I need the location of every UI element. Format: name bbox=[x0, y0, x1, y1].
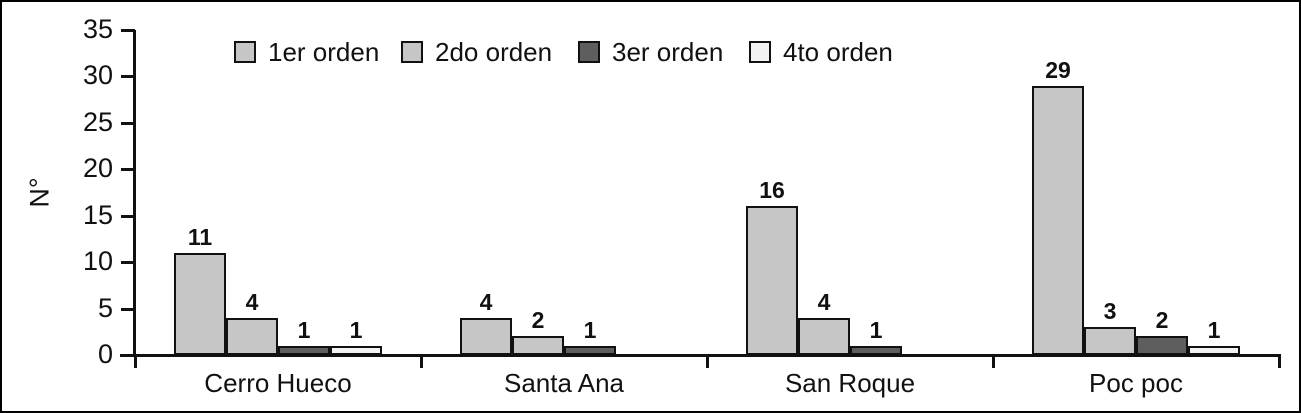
y-tick bbox=[121, 354, 135, 357]
y-tick-label: 25 bbox=[82, 106, 113, 137]
legend-item: 4to orden bbox=[749, 39, 893, 65]
legend-item: 1er orden bbox=[234, 39, 379, 65]
y-tick-label: 0 bbox=[97, 339, 113, 369]
bar-value-label: 4 bbox=[245, 288, 259, 315]
y-tick bbox=[121, 168, 135, 172]
y-tick bbox=[121, 214, 135, 218]
bar bbox=[1188, 345, 1240, 355]
y-tick-label: 30 bbox=[82, 60, 113, 91]
legend-label: 2do orden bbox=[435, 37, 553, 67]
legend-swatch bbox=[234, 41, 256, 63]
y-tick-label: 5 bbox=[97, 292, 113, 323]
bar bbox=[850, 345, 902, 355]
x-tick bbox=[1277, 357, 1281, 368]
y-tick bbox=[121, 75, 135, 79]
y-axis-title: N° bbox=[24, 177, 55, 208]
y-tick-label: 35 bbox=[82, 14, 113, 44]
bar-value-label: 2 bbox=[531, 307, 545, 334]
y-tick bbox=[121, 307, 135, 311]
bar-value-label: 3 bbox=[1103, 298, 1117, 325]
bar bbox=[746, 206, 798, 355]
y-tick-label: 10 bbox=[82, 246, 113, 277]
y-tick bbox=[121, 121, 135, 125]
legend-swatch bbox=[578, 41, 600, 63]
y-tick bbox=[121, 261, 135, 265]
bar-value-label: 11 bbox=[187, 223, 213, 250]
y-tick-label: 15 bbox=[82, 199, 113, 230]
category-label: Cerro Hueco bbox=[204, 368, 352, 398]
bar bbox=[460, 317, 512, 355]
legend-label: 3er orden bbox=[612, 37, 724, 67]
category-label: Santa Ana bbox=[504, 368, 624, 398]
bar-value-label: 16 bbox=[759, 177, 785, 204]
x-tick bbox=[133, 357, 137, 368]
legend-item: 3er orden bbox=[578, 39, 723, 65]
y-tick-label: 20 bbox=[82, 153, 113, 184]
bar-value-label: 1 bbox=[297, 316, 311, 343]
bar bbox=[512, 336, 564, 355]
bar-value-label: 29 bbox=[1045, 56, 1071, 83]
legend-swatch bbox=[749, 41, 771, 63]
y-axis-line bbox=[133, 30, 136, 357]
legend-label: 4to orden bbox=[783, 37, 893, 67]
bar bbox=[564, 345, 616, 355]
bar bbox=[174, 252, 226, 355]
bar-value-label: 1 bbox=[869, 316, 883, 343]
bar bbox=[798, 317, 850, 355]
bar-value-label: 1 bbox=[583, 316, 597, 343]
x-tick bbox=[991, 357, 995, 368]
bar-value-label: 4 bbox=[817, 288, 831, 315]
legend-item: 2do orden bbox=[401, 39, 552, 65]
x-tick bbox=[419, 357, 423, 368]
x-tick bbox=[705, 357, 709, 368]
bar bbox=[1084, 327, 1136, 355]
bar bbox=[1136, 336, 1188, 355]
bar-value-label: 4 bbox=[479, 288, 493, 315]
bar bbox=[330, 345, 382, 355]
bar-value-label: 1 bbox=[1207, 316, 1221, 343]
bar bbox=[1032, 85, 1084, 355]
category-label: Poc poc bbox=[1089, 368, 1183, 398]
legend-swatch bbox=[401, 41, 423, 63]
bar-value-label: 1 bbox=[349, 316, 363, 343]
bar-value-label: 2 bbox=[1155, 307, 1169, 334]
bar bbox=[278, 345, 330, 355]
category-label: San Roque bbox=[784, 368, 916, 398]
x-axis-line bbox=[120, 354, 1281, 357]
bar bbox=[226, 317, 278, 355]
legend-label: 1er orden bbox=[268, 37, 380, 67]
y-tick bbox=[121, 29, 135, 32]
